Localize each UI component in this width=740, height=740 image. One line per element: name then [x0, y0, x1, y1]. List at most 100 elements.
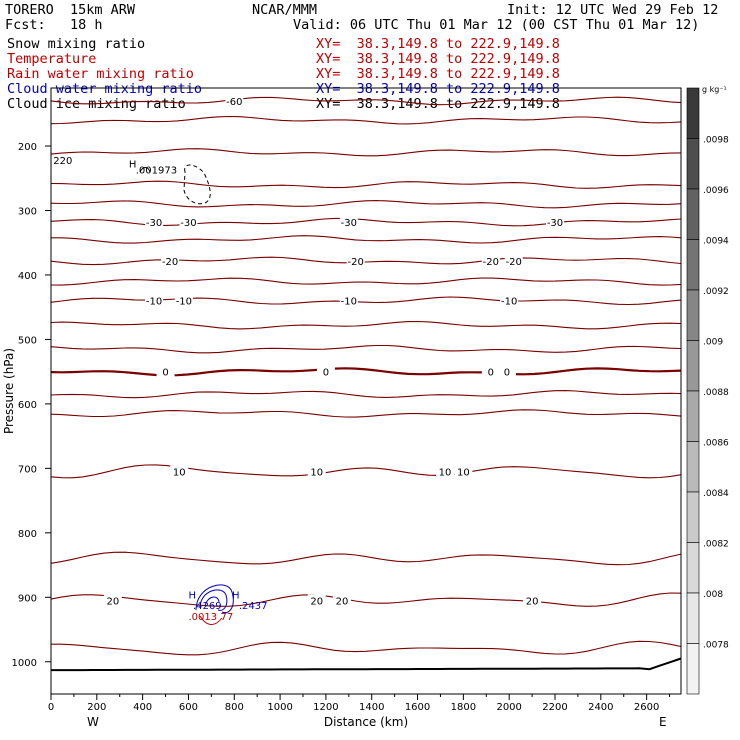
contour-label-bg	[481, 254, 500, 266]
contour-label: 0	[488, 368, 494, 379]
x-axis-label: Distance (km)	[324, 715, 408, 729]
colorbar-swatch	[686, 643, 700, 695]
ice-contour-small	[139, 167, 151, 173]
colorbar-label: .0078	[703, 641, 729, 651]
x-tick-label: 2600	[634, 702, 659, 713]
x-tick-label: 600	[179, 702, 198, 713]
contour-label: 10	[457, 468, 470, 479]
axes: 0 200 400 600 800 1000 1200 1400 1600 1800 2000 220…	[2, 87, 682, 729]
temperature-contour-line	[50, 148, 682, 157]
temperature-contour-line	[50, 200, 682, 209]
y-tick-label: 500	[18, 335, 37, 346]
field-rain-xy: XY= 38.3,149.8 to 222.9,149.8	[316, 66, 560, 82]
cloud-water-contours	[139, 164, 234, 625]
contour-label-bg	[339, 216, 358, 228]
colorbar-swatch	[686, 138, 700, 190]
colorbar-swatch	[686, 340, 700, 392]
temperature-contour-line	[51, 640, 682, 656]
colorbar-label: .009	[703, 338, 723, 348]
cloud-water-contour-mid	[199, 589, 228, 611]
contour-label: 0	[504, 368, 510, 379]
annotation-label: H	[129, 159, 137, 170]
temperature-contour-line	[50, 464, 682, 479]
contour-label-bg	[546, 216, 564, 228]
temperature-contours: -60 -30 -30 -30 -30 -20 -20 -20 -20 -10 -10 -10 -10 0…	[50, 94, 682, 656]
x-tick-label: 2200	[542, 702, 567, 713]
contour-label: -20	[162, 257, 178, 268]
annotation-label: .0013	[188, 612, 217, 623]
contour-label-bg	[161, 254, 180, 266]
colorbar-swatch	[686, 239, 700, 291]
contour-label-bg	[307, 465, 326, 477]
y-tick-label: 200	[18, 142, 37, 153]
colorbar-swatch	[686, 188, 700, 240]
field-cloudwater-label: Cloud water mixing ratio	[7, 81, 203, 97]
contour-label-bg	[481, 365, 500, 377]
contour-label: 10	[310, 468, 323, 479]
contour-label: 10	[173, 468, 186, 479]
annotation-label: .001973	[136, 166, 177, 177]
x-tick-label: 400	[133, 702, 152, 713]
contour-label-bg	[179, 216, 198, 228]
contour-label: -30	[146, 218, 162, 229]
x-tick-label: 1800	[451, 702, 476, 713]
temperature-contour-line	[51, 235, 682, 244]
center-title: NCAR/MMM	[252, 2, 318, 18]
contour-label-bg	[346, 254, 365, 266]
contour-label-bg	[307, 594, 326, 606]
contour-label: -20	[506, 257, 522, 268]
colorbar-label: .0082	[703, 540, 729, 550]
x-tick-label: 1000	[267, 702, 292, 713]
colorbar-swatch	[686, 542, 700, 594]
contour-label: 0	[323, 368, 329, 379]
annotation-label: .4269	[193, 601, 222, 612]
field-snow-xy: XY= 38.3,149.8 to 222.9,149.8	[316, 36, 560, 52]
x-tick-label: 2400	[588, 702, 613, 713]
temperature-contour-line	[50, 344, 682, 354]
contour-label-bg	[145, 216, 164, 228]
x-tick-label: 2000	[496, 702, 521, 713]
annotation-label: 77	[221, 612, 234, 623]
temperature-contour-line	[50, 551, 682, 566]
contour-label: 20	[526, 597, 539, 608]
contour-label-bg	[103, 594, 122, 606]
y-tick-label: 600	[18, 400, 37, 411]
y-tick-label: 400	[18, 271, 37, 282]
contour-label-bg	[339, 294, 358, 306]
contour-label-bg	[156, 365, 175, 377]
annotation-label: 220	[53, 156, 72, 167]
temperature-contour-line	[50, 409, 682, 418]
y-tick-label: 800	[18, 529, 37, 540]
temperature-contour-line	[50, 115, 682, 125]
cloud-water-contour-outer	[195, 584, 234, 614]
y-tick-label: 700	[18, 464, 37, 475]
temperature-contour-line	[50, 390, 682, 399]
contour-label-bg	[225, 94, 244, 106]
colorbar-swatch	[686, 592, 700, 644]
valid-time: Valid: 06 UTC Thu 01 Mar 12 (00 CST Thu …	[293, 17, 700, 33]
ice-contour-dashed	[183, 164, 211, 205]
contour-label-bg	[436, 465, 455, 477]
contour-label-bg	[174, 294, 193, 306]
contour-label: 20	[106, 597, 119, 608]
annotation-label: H	[188, 591, 196, 602]
contour-label-bg	[500, 294, 519, 306]
cloud-water-contour-inner	[204, 596, 220, 607]
field-cloudice-label: Cloud ice mixing ratio	[7, 96, 186, 112]
contour-label: -10	[176, 297, 192, 308]
init-time: Init: 12 UTC Wed 29 Feb 12	[507, 2, 719, 18]
annotation-label: .2437	[239, 601, 268, 612]
temperature-contour-line	[50, 180, 682, 189]
contour-label: -10	[501, 297, 517, 308]
model-title: TORERO 15km ARW	[5, 2, 136, 18]
x-tick-label: 200	[87, 702, 106, 713]
contour-label: 10	[439, 468, 452, 479]
contour-label-bg	[332, 594, 351, 606]
contour-label-bg	[504, 254, 523, 266]
colorbar-label: .0088	[703, 388, 729, 398]
temperature-contour-line	[50, 277, 682, 286]
contour-label: -10	[341, 297, 357, 308]
annotation-label: H	[232, 591, 240, 602]
x-end-label-east: E	[659, 715, 667, 729]
